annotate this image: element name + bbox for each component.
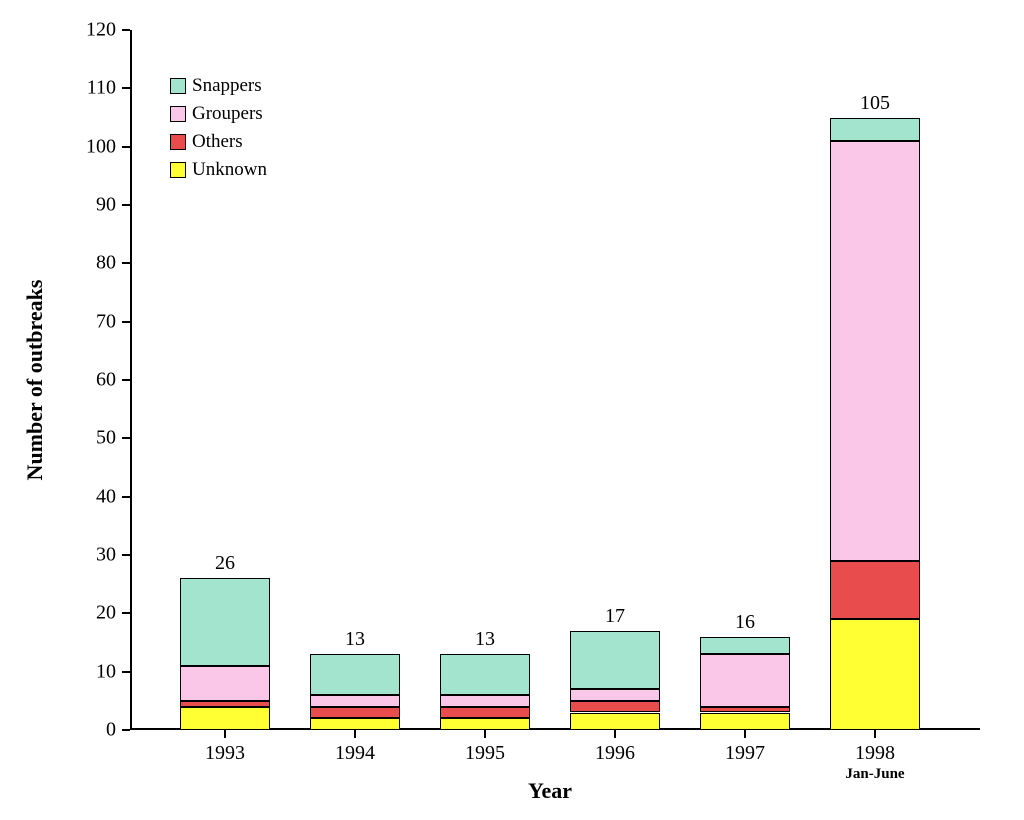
bar-segment-groupers	[310, 695, 400, 707]
bar-segment-unknown	[570, 713, 660, 731]
bar-total-label: 13	[345, 628, 365, 651]
bar-segment-others	[310, 707, 400, 719]
y-axis-title: Number of outbreaks	[22, 280, 48, 481]
bar-segment-others	[440, 707, 530, 719]
bar-segment-others	[180, 701, 270, 707]
y-tick-label: 70	[0, 310, 116, 333]
y-tick-label: 40	[0, 485, 116, 508]
y-tick	[122, 437, 130, 439]
y-tick	[122, 146, 130, 148]
x-tick	[224, 730, 226, 738]
x-tick	[614, 730, 616, 738]
bar-segment-unknown	[440, 718, 530, 730]
bar-segment-snappers	[570, 631, 660, 689]
legend-item-others: Others	[170, 131, 267, 153]
bar-segment-snappers	[180, 578, 270, 666]
y-tick-label: 90	[0, 194, 116, 217]
bar-segment-snappers	[310, 654, 400, 695]
bar-segment-others	[830, 561, 920, 619]
y-tick-label: 120	[0, 19, 116, 42]
y-tick-label: 60	[0, 369, 116, 392]
bar-segment-groupers	[700, 654, 790, 707]
legend-label: Snappers	[192, 75, 262, 97]
bar-segment-snappers	[700, 637, 790, 655]
y-tick	[122, 321, 130, 323]
legend-label: Others	[192, 131, 243, 153]
legend-item-unknown: Unknown	[170, 159, 267, 181]
y-axis-line	[130, 30, 132, 730]
y-tick-label: 80	[0, 252, 116, 275]
y-tick-label: 20	[0, 602, 116, 625]
bar-segment-groupers	[570, 689, 660, 701]
bar-total-label: 13	[475, 628, 495, 651]
bar-segment-snappers	[440, 654, 530, 695]
bar-total-label: 26	[215, 552, 235, 575]
x-tick-sublabel: Jan-June	[845, 766, 904, 783]
bar-segment-unknown	[180, 707, 270, 730]
legend-swatch	[170, 134, 186, 150]
y-tick-label: 110	[0, 77, 116, 100]
legend-swatch	[170, 162, 186, 178]
x-tick-label: 1994	[335, 742, 375, 765]
legend-item-snappers: Snappers	[170, 75, 267, 97]
y-tick	[122, 612, 130, 614]
y-tick-label: 30	[0, 544, 116, 567]
bar-segment-groupers	[830, 141, 920, 561]
x-tick	[744, 730, 746, 738]
y-tick	[122, 671, 130, 673]
y-tick	[122, 554, 130, 556]
chart-stage: 0 10 20 30 40 50 60 70 80 90 100 110 120 Number of ou…	[0, 0, 1024, 820]
bar-total-label: 105	[860, 92, 890, 115]
y-tick	[122, 496, 130, 498]
x-tick	[354, 730, 356, 738]
x-tick	[874, 730, 876, 738]
legend-item-groupers: Groupers	[170, 103, 267, 125]
legend-swatch	[170, 106, 186, 122]
bar-total-label: 17	[605, 605, 625, 628]
y-tick	[122, 87, 130, 89]
bar-segment-unknown	[830, 619, 920, 730]
bar-segment-groupers	[440, 695, 530, 707]
bar-segment-unknown	[310, 718, 400, 730]
y-tick	[122, 29, 130, 31]
y-tick	[122, 262, 130, 264]
bar-segment-unknown	[700, 713, 790, 731]
legend-label: Unknown	[192, 159, 267, 181]
bar-segment-groupers	[180, 666, 270, 701]
x-tick-label: 1997	[725, 742, 765, 765]
bar-segment-snappers	[830, 118, 920, 141]
bar-segment-others	[570, 701, 660, 713]
y-tick-label: 0	[0, 719, 116, 742]
y-tick-label: 50	[0, 427, 116, 450]
y-tick-label: 100	[0, 135, 116, 158]
y-tick-label: 10	[0, 660, 116, 683]
x-tick-label: 1996	[595, 742, 635, 765]
x-tick-label: 1995	[465, 742, 505, 765]
y-tick	[122, 379, 130, 381]
bar-total-label: 16	[735, 611, 755, 634]
x-tick-label: 1993	[205, 742, 245, 765]
y-tick	[122, 204, 130, 206]
x-axis-title: Year	[528, 778, 572, 804]
x-tick	[484, 730, 486, 738]
legend-label: Groupers	[192, 103, 263, 125]
legend: Snappers Groupers Others Unknown	[170, 75, 267, 187]
x-tick-label: 1998	[855, 742, 895, 765]
bar-segment-others	[700, 707, 790, 713]
y-tick	[122, 729, 130, 731]
legend-swatch	[170, 78, 186, 94]
